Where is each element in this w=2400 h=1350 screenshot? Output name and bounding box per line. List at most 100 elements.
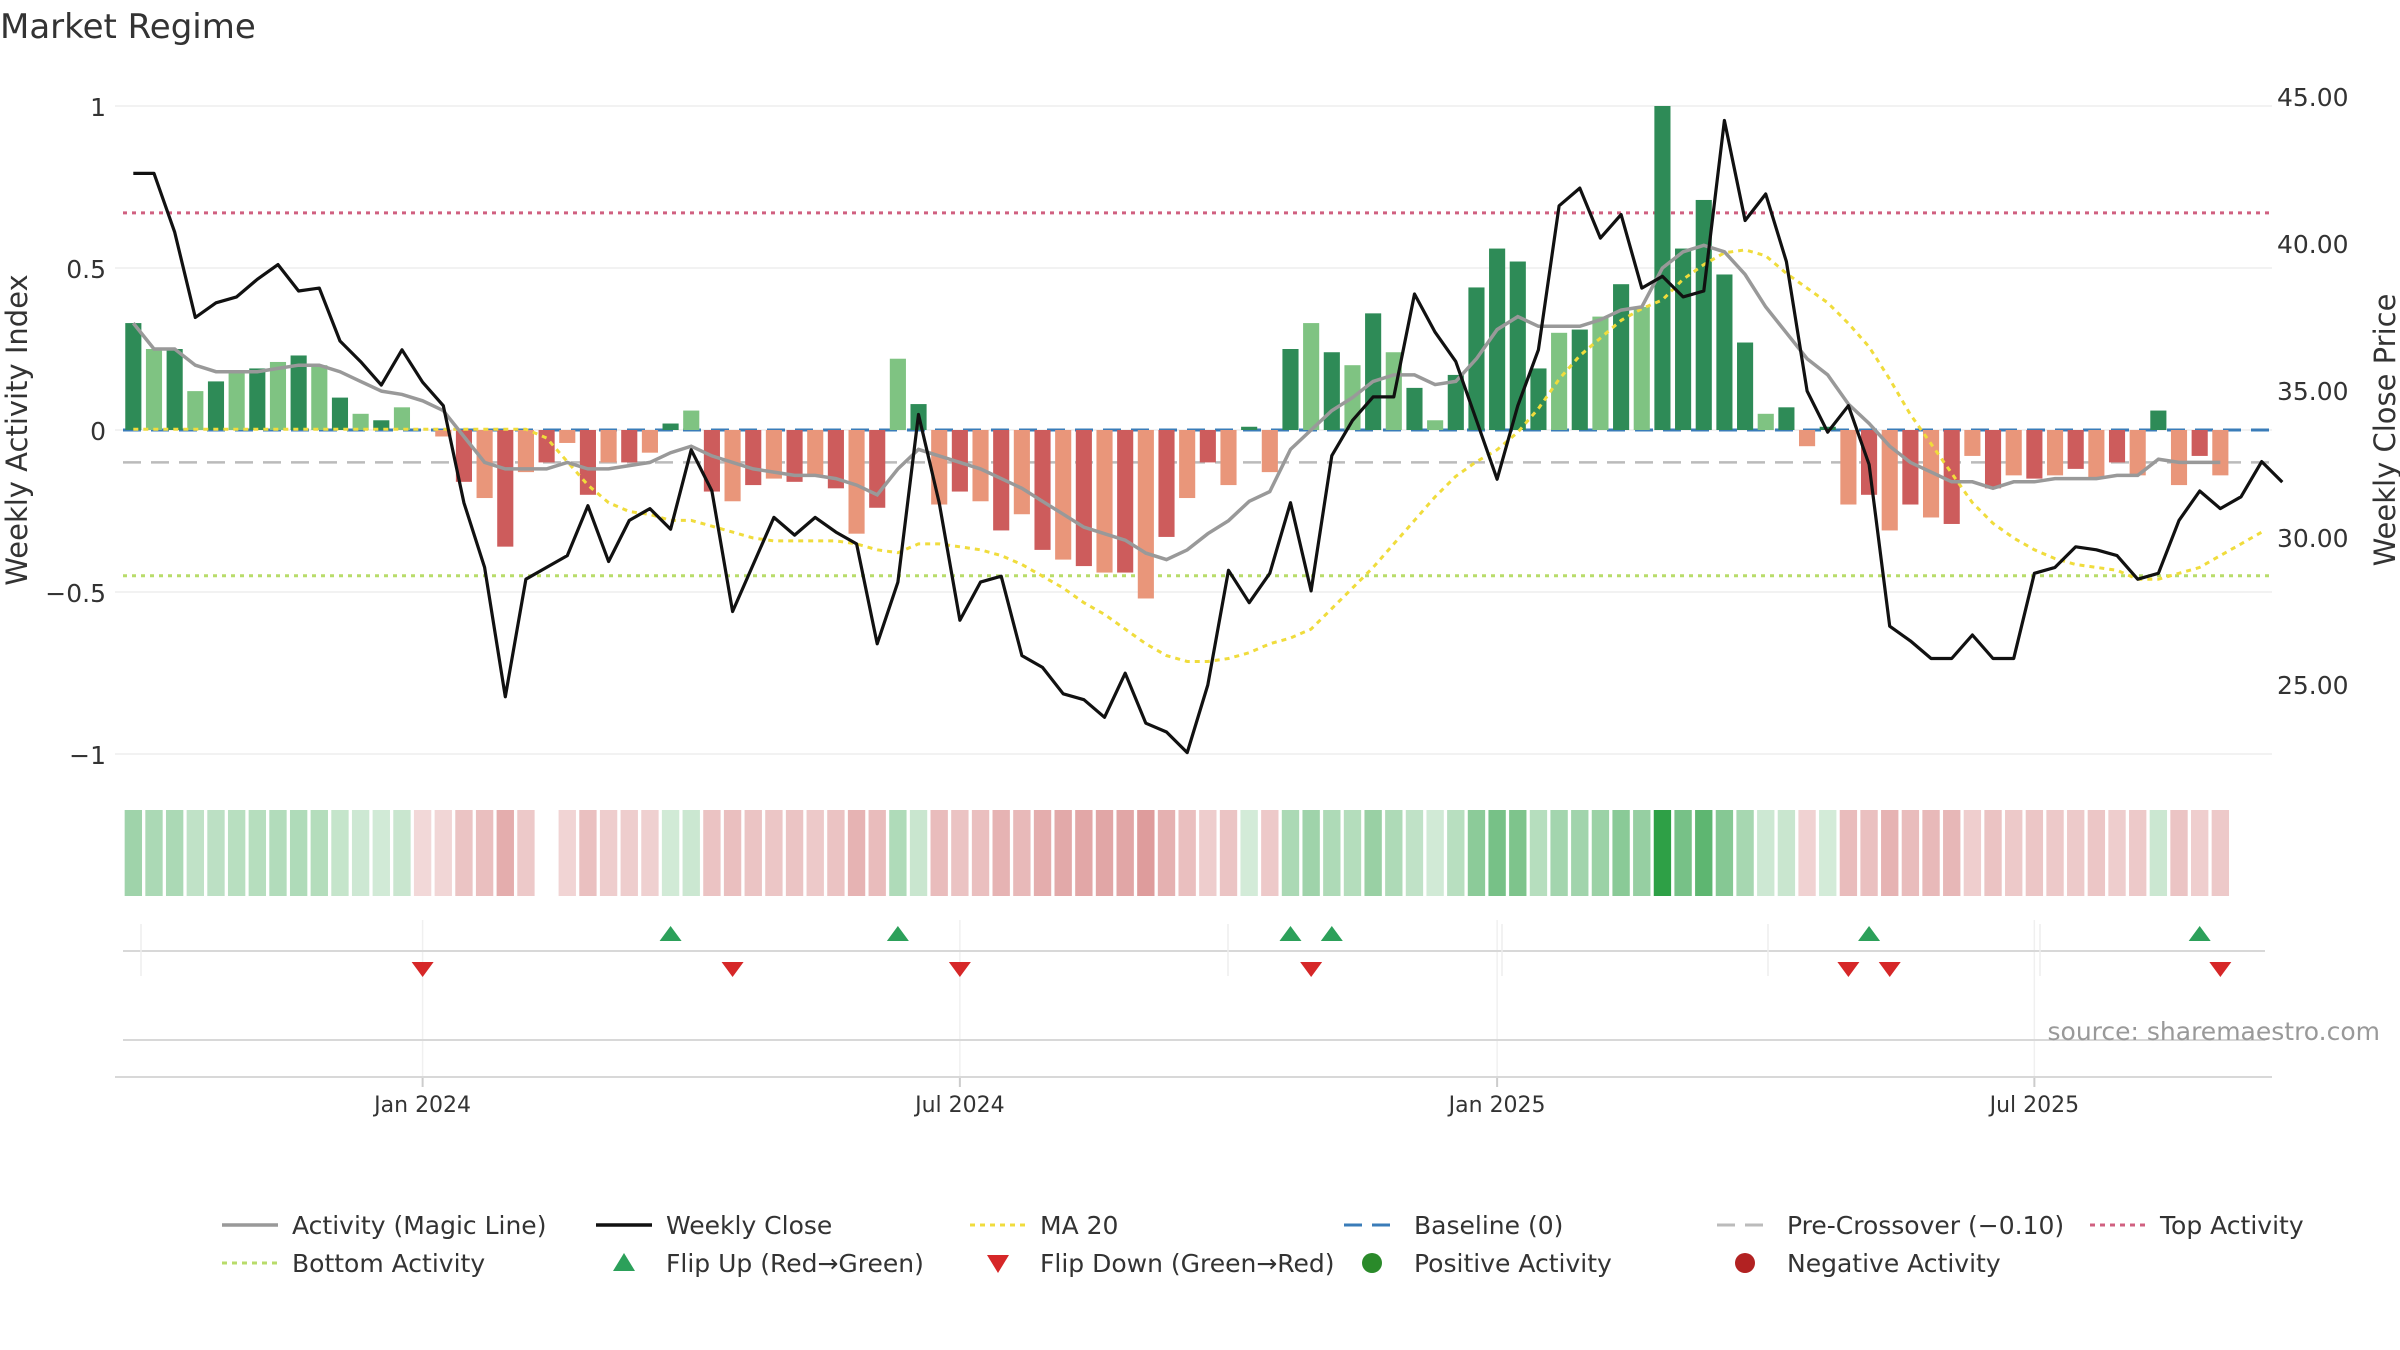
flip-up-marker: [1279, 926, 1302, 941]
heat-cell: [827, 810, 845, 896]
activity-bar: [848, 430, 865, 534]
legend-entry: Positive Activity: [1362, 1249, 1612, 1278]
flip-down-marker: [411, 962, 434, 977]
heat-cell: [1219, 810, 1238, 896]
activity-bar: [931, 430, 948, 505]
legend-entry: Bottom Activity: [222, 1249, 485, 1278]
flip-down-marker: [1878, 962, 1901, 977]
heat-cell: [2046, 810, 2064, 896]
legend-swatch: [1735, 1253, 1755, 1273]
activity-bars: [125, 106, 2229, 599]
x-tick-label: Jan 2024: [372, 1093, 471, 1118]
y-right-tick-label: 25.00: [2277, 671, 2349, 700]
heat-cell: [1736, 810, 1754, 896]
flip-up-marker: [886, 926, 909, 941]
activity-bar: [435, 430, 452, 437]
heat-cell: [1405, 810, 1424, 896]
heat-cell: [1509, 810, 1527, 896]
activity-bar: [786, 430, 803, 482]
activity-bar: [1158, 430, 1175, 537]
activity-bar: [2005, 430, 2022, 476]
activity-bar: [1902, 430, 1919, 505]
heat-cell: [372, 810, 390, 896]
activity-bar: [2046, 430, 2064, 476]
activity-bar: [2129, 430, 2146, 476]
heat-cell: [1281, 810, 1300, 896]
legend-entry: Flip Up (Red→Green): [613, 1249, 924, 1278]
activity-bar: [1447, 374, 1464, 430]
heat-cell: [475, 810, 494, 896]
heat-cell: [1653, 810, 1672, 896]
heat-cell: [682, 810, 700, 896]
heat-cell: [2170, 810, 2188, 896]
grid: [115, 105, 2272, 1078]
heat-cell: [227, 810, 246, 896]
activity-bar: [1427, 420, 1444, 430]
activity-bar: [2067, 430, 2084, 469]
activity-bar: [1282, 349, 1299, 430]
activity-bar: [807, 430, 824, 476]
heat-cell: [579, 810, 597, 896]
activity-bar: [497, 430, 514, 547]
heat-cell: [1633, 810, 1651, 896]
activity-bar: [745, 430, 762, 486]
legend-entry: Weekly Close: [596, 1211, 832, 1240]
flip-up-marker: [1858, 926, 1881, 941]
activity-bar: [249, 368, 266, 430]
heat-cell: [992, 810, 1010, 896]
heat-cell: [847, 810, 866, 896]
activity-bar: [1241, 426, 1258, 430]
activity-bar: [1323, 352, 1340, 430]
heat-cell: [1075, 810, 1093, 896]
heat-cell: [1426, 810, 1444, 896]
heat-cell: [1798, 810, 1816, 896]
activity-bar: [724, 430, 741, 502]
flip-down-marker: [721, 962, 744, 977]
heat-cell: [2025, 810, 2044, 896]
heat-cell: [2149, 810, 2168, 896]
flip-down-marker: [1300, 962, 1323, 977]
legend-label: Baseline (0): [1414, 1211, 1563, 1240]
legend-label: Activity (Magic Line): [292, 1211, 546, 1240]
heat-cell: [1860, 810, 1878, 896]
heat-cell: [1385, 810, 1403, 896]
heat-cell: [1674, 810, 1692, 896]
heat-cell: [165, 810, 184, 896]
activity-bar: [145, 349, 163, 430]
activity-bar: [352, 413, 369, 430]
heat-cell: [765, 810, 783, 896]
heat-cell: [269, 810, 287, 896]
heat-cell: [1343, 810, 1362, 896]
heat-cell: [868, 810, 886, 896]
heat-cell: [1881, 810, 1899, 896]
heat-cell: [1116, 810, 1134, 896]
heat-cell: [124, 810, 143, 896]
activity-bar: [1964, 430, 1981, 456]
heat-cell: [806, 810, 824, 896]
activity-bar: [1013, 430, 1030, 515]
activity-bar: [1592, 316, 1609, 430]
activity-bar: [1943, 430, 1960, 524]
heat-cell: [1963, 810, 1982, 896]
heat-cell: [1591, 810, 1610, 896]
activity-bar: [2170, 430, 2188, 486]
legend: Activity (Magic Line) Weekly Close MA 20 Ba…: [222, 1211, 2304, 1278]
activity-bar: [765, 430, 782, 479]
flip-up-marker: [1320, 926, 1343, 941]
heat-cell: [1467, 810, 1486, 896]
activity-bar: [1179, 430, 1196, 499]
x-tick-label: Jul 2025: [1988, 1093, 2080, 1118]
activity-bar: [559, 430, 576, 443]
legend-swatch: [1362, 1253, 1382, 1273]
y-right-tick-label: 35.00: [2277, 377, 2349, 406]
heat-cell: [496, 810, 514, 896]
heat-cell: [1302, 810, 1320, 896]
heat-cell: [2190, 810, 2209, 896]
heat-cell: [1819, 810, 1837, 896]
activity-bar: [2150, 410, 2167, 430]
activity-bar: [662, 423, 679, 430]
heat-cell: [1095, 810, 1114, 896]
heat-cell: [558, 810, 576, 896]
activity-bar: [1075, 430, 1092, 567]
activity-bar: [1117, 430, 1134, 573]
